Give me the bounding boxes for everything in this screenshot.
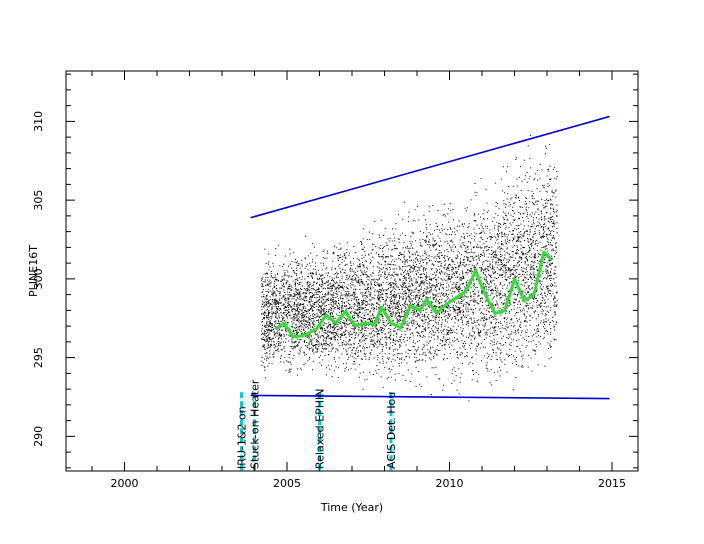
event-label: IRU-1&2 on	[236, 406, 249, 469]
x-axis-label: Time (Year)	[320, 501, 383, 514]
y-tick-label: 290	[32, 426, 45, 447]
y-ticks: 290 295 300 305 310	[32, 73, 638, 469]
y-tick-label: 305	[32, 190, 45, 211]
x-tick-label: 2010	[436, 477, 464, 490]
event-label: Stuck-on Heater	[249, 379, 262, 469]
x-tick-label: 2005	[273, 477, 301, 490]
y-tick-label: 310	[32, 111, 45, 132]
event-markers: IRU-1&2 on Stuck-on Heater Relaxed EPHIN AC…	[236, 379, 398, 471]
upper-limit-line	[250, 115, 610, 219]
scatter-points	[261, 134, 558, 402]
x-tick-label: 2000	[111, 477, 139, 490]
lower-limit-line	[250, 394, 610, 400]
y-axis-label: PLINE16T	[27, 245, 40, 297]
x-tick-label: 2015	[598, 477, 626, 490]
y-tick-label: 295	[32, 347, 45, 368]
event-label: Relaxed EPHIN	[314, 389, 327, 469]
scatter-dots	[261, 134, 558, 402]
mean-line	[275, 250, 552, 339]
y-tick-label: 300	[32, 268, 45, 289]
axes: 2000 2005 2010 2015 290 295 300 305 310	[32, 70, 639, 490]
series-lines	[250, 115, 610, 400]
x-ticks: 2000 2005 2010 2015	[91, 71, 626, 490]
event-label: ACIS Det. Hou	[385, 392, 398, 469]
